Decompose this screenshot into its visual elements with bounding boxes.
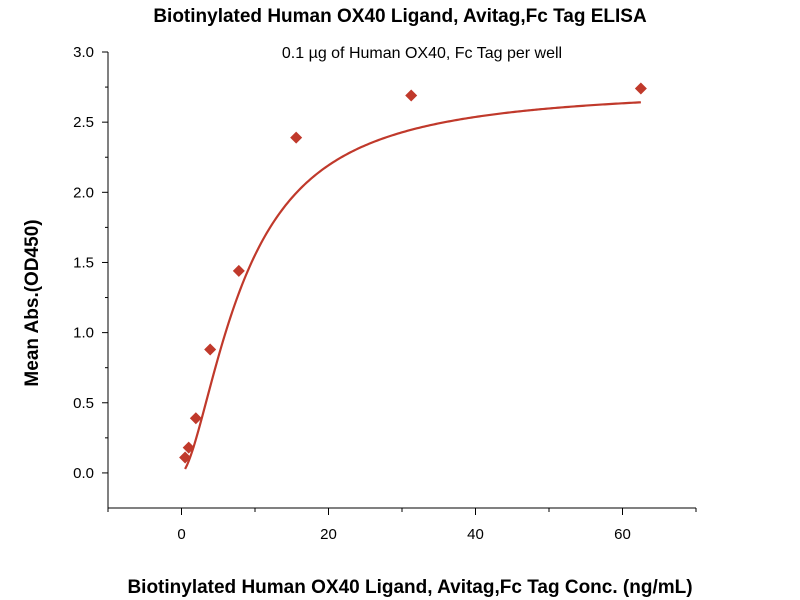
data-point <box>182 441 195 454</box>
y-tick-label: 0.5 <box>73 395 94 412</box>
y-axis-label: Mean Abs.(OD450) <box>22 219 43 386</box>
x-tick-label: 60 <box>614 526 631 543</box>
chart-subtitle: 0.1 µg of Human OX40, Fc Tag per well <box>282 45 562 62</box>
fit-curve <box>184 101 641 470</box>
data-point <box>232 264 245 277</box>
data-points-layer <box>179 82 647 464</box>
data-point <box>189 412 202 425</box>
fit-curve-layer <box>184 101 641 470</box>
axes: 0 20 40 60 0.0 0.5 1.0 1.5 2.0 2.5 3.0 <box>73 44 697 543</box>
data-point <box>179 451 192 464</box>
y-tick-label: 1.0 <box>73 325 94 342</box>
y-tick-label: 2.0 <box>73 184 94 201</box>
data-point <box>290 131 303 144</box>
x-axis-label: Biotinylated Human OX40 Ligand, Avitag,F… <box>127 577 692 598</box>
x-tick-label: 20 <box>320 526 337 543</box>
y-tick-label: 2.5 <box>73 114 94 131</box>
y-tick-label: 0.0 <box>73 465 94 482</box>
data-point <box>634 82 647 95</box>
x-tick-label: 0 <box>177 526 185 543</box>
data-point <box>405 89 418 102</box>
x-tick-label: 40 <box>467 526 484 543</box>
chart-title: Biotinylated Human OX40 Ligand, Avitag,F… <box>153 6 647 27</box>
y-tick-label: 1.5 <box>73 254 94 271</box>
data-point <box>204 343 217 356</box>
y-tick-label: 3.0 <box>73 44 94 61</box>
